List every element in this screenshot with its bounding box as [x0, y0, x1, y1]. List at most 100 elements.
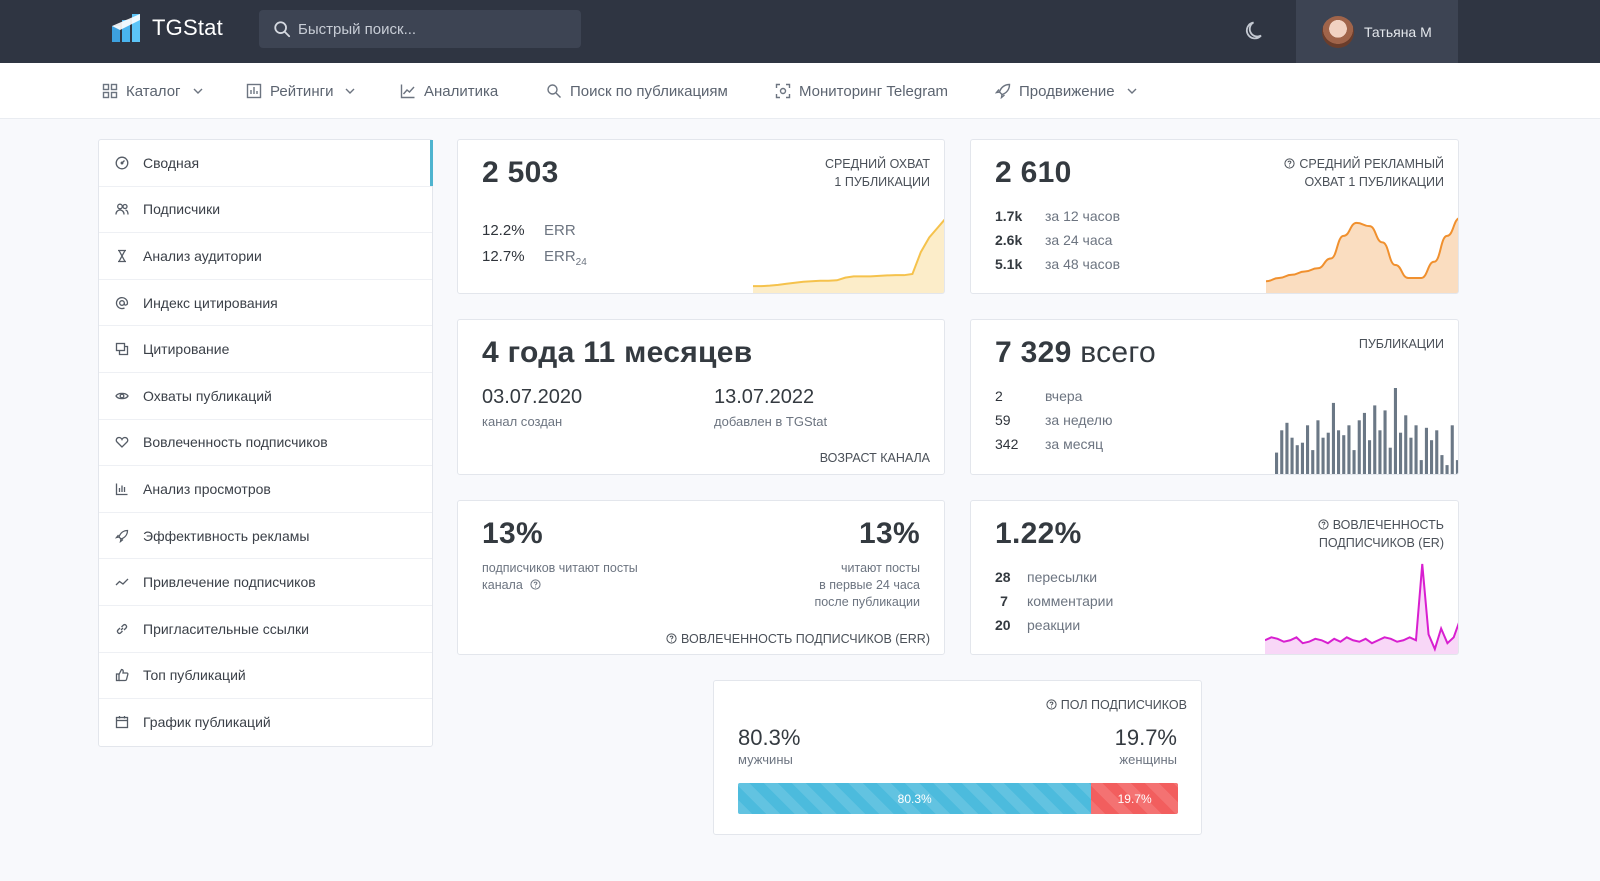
nav-promotion[interactable]: Продвижение — [995, 63, 1137, 119]
sidebar-item-label: Эффективность рекламы — [143, 527, 310, 544]
sidebar-item-summary[interactable]: Сводная — [99, 140, 433, 187]
stat-value: 28 — [995, 569, 1011, 585]
nav-analytics[interactable]: Аналитика — [400, 63, 498, 119]
nav-ratings[interactable]: Рейтинги — [246, 63, 355, 119]
created-block: 03.07.2020 канал создан — [482, 386, 582, 430]
sidebar-item-label: Сводная — [143, 154, 200, 171]
publications-bar — [1295, 445, 1299, 474]
stat-label: за 48 часов — [1045, 256, 1121, 272]
publications-caption: ПУБЛИКАЦИИ — [1358, 337, 1444, 351]
publications-bar — [1399, 432, 1403, 474]
err-row: 12.2% ERR — [482, 218, 587, 244]
publications-value: 7 329 всего — [995, 336, 1156, 370]
nav-monitoring[interactable]: Мониторинг Telegram — [775, 63, 948, 119]
channel-age-value: 4 года 11 месяцев — [482, 336, 753, 369]
sidebar-item-ad-efficiency[interactable]: Эффективность рекламы — [99, 513, 432, 560]
label-line: после публикации — [814, 595, 920, 609]
sidebar-item-growth[interactable]: Привлечение подписчиков — [99, 559, 432, 606]
sidebar-item-label: Вовлеченность подписчиков — [143, 434, 328, 451]
heart-icon — [115, 437, 129, 449]
er-sparkline — [1265, 563, 1458, 654]
nav-catalog[interactable]: Каталог — [102, 63, 203, 119]
main-nav: Каталог Рейтинги Аналитика Поиск по публ… — [0, 63, 1600, 119]
stat-row: 5.1k за 48 часов — [995, 252, 1120, 276]
trend-icon — [115, 578, 129, 586]
sidebar-item-top-posts[interactable]: Топ публикаций — [99, 653, 432, 700]
publications-bar — [1321, 437, 1325, 474]
card-ad-reach: 2 610 СРЕДНИЙ РЕКЛАМНЫЙ ОХВАТ 1 ПУБЛИКАЦ… — [970, 139, 1459, 294]
quick-search[interactable] — [259, 10, 581, 48]
publications-bar — [1342, 435, 1346, 474]
publications-bar — [1440, 455, 1444, 474]
publications-bar — [1290, 437, 1294, 474]
card-err: 13% подписчиков читают посты канала 13% … — [457, 500, 945, 655]
publications-bar — [1409, 437, 1413, 474]
nav-label: Каталог — [126, 82, 181, 100]
male-bar-label: 80.3% — [897, 791, 932, 806]
sidebar-item-views[interactable]: Анализ просмотров — [99, 466, 432, 513]
bar-chart-icon — [246, 83, 262, 99]
nav-post-search[interactable]: Поиск по публикациям — [546, 63, 728, 119]
logo[interactable]: TGStat — [110, 12, 223, 44]
publications-bar — [1352, 450, 1356, 474]
rocket-icon — [995, 83, 1011, 99]
nav-label: Продвижение — [1019, 82, 1115, 100]
label-text: канала — [482, 578, 523, 592]
publications-bar — [1316, 420, 1320, 474]
sidebar-item-engagement[interactable]: Вовлеченность подписчиков — [99, 420, 432, 467]
sidebar-item-label: Подписчики — [143, 201, 221, 218]
publications-bar — [1445, 465, 1449, 474]
sidebar-item-citation-index[interactable]: Индекс цитирования — [99, 280, 432, 327]
question-icon[interactable] — [530, 579, 541, 590]
sidebar-item-reach[interactable]: Охваты публикаций — [99, 373, 432, 420]
err24-value: 12.7% — [482, 248, 525, 265]
rocket-icon — [115, 529, 129, 543]
caption-line: ВОВЛЕЧЕННОСТЬ — [1318, 516, 1444, 534]
question-icon[interactable] — [1284, 158, 1295, 169]
err-left-label: подписчиков читают посты канала — [482, 560, 638, 594]
caption-text: СРЕДНИЙ РЕКЛАМНЫЙ — [1299, 157, 1444, 171]
publications-bar — [1306, 425, 1310, 474]
question-icon[interactable] — [666, 633, 677, 644]
stat-label: за 24 часа — [1045, 232, 1113, 248]
sidebar-item-label: Анализ просмотров — [143, 480, 271, 497]
dark-mode-moon-icon[interactable] — [1244, 18, 1268, 42]
stat-value: 2.6k — [995, 232, 1023, 248]
sidebar-item-citations[interactable]: Цитирование — [99, 326, 432, 373]
thumb-up-icon — [115, 669, 129, 682]
calendar-icon — [115, 716, 129, 729]
bar-chart-icon — [115, 483, 128, 496]
publications-bar — [1331, 402, 1335, 474]
publications-bar — [1414, 425, 1418, 474]
male-bar-segment: 80.3% — [738, 783, 1092, 814]
sidebar-item-subscribers[interactable]: Подписчики — [99, 187, 432, 234]
search-input[interactable] — [298, 20, 578, 38]
sidebar-item-audience[interactable]: Анализ аудитории — [99, 233, 432, 280]
stat-value: 59 — [995, 412, 1011, 428]
sidebar-item-schedule[interactable]: График публикаций — [99, 699, 432, 746]
publications-bar — [1362, 412, 1366, 474]
chevron-down-icon — [345, 88, 355, 94]
monitor-icon — [775, 83, 791, 99]
question-icon[interactable] — [1318, 519, 1329, 530]
nav-label: Рейтинги — [270, 82, 334, 100]
ad-reach-area — [1266, 218, 1458, 293]
gender-progress-bar: 80.3% 19.7% — [738, 783, 1178, 814]
publications-bar — [1419, 460, 1423, 474]
err-right-label: читают посты в первые 24 часа после публ… — [814, 560, 920, 611]
er-stats: 28 пересылки 7 комментарии 20 реакции — [995, 565, 1113, 637]
sidebar-item-invite-links[interactable]: Пригласительные ссылки — [99, 606, 432, 653]
average-reach-sparkline — [753, 218, 944, 293]
caption-line: 1 ПУБЛИКАЦИИ — [834, 175, 930, 189]
stat-row: 20 реакции — [995, 613, 1113, 637]
user-menu[interactable]: Татьяна М — [1296, 0, 1458, 63]
publications-bar — [1455, 460, 1458, 474]
caption-text: ВОВЛЕЧЕННОСТЬ ПОДПИСЧИКОВ (ERR) — [681, 632, 930, 646]
question-icon[interactable] — [1046, 699, 1057, 710]
stat-row: 2 вчера — [995, 384, 1112, 408]
stat-row: 7 комментарии — [995, 589, 1113, 613]
stat-row: 59 за неделю — [995, 408, 1112, 432]
grid-icon — [102, 83, 118, 99]
publications-bar — [1300, 442, 1304, 474]
stat-label: за неделю — [1045, 412, 1113, 428]
